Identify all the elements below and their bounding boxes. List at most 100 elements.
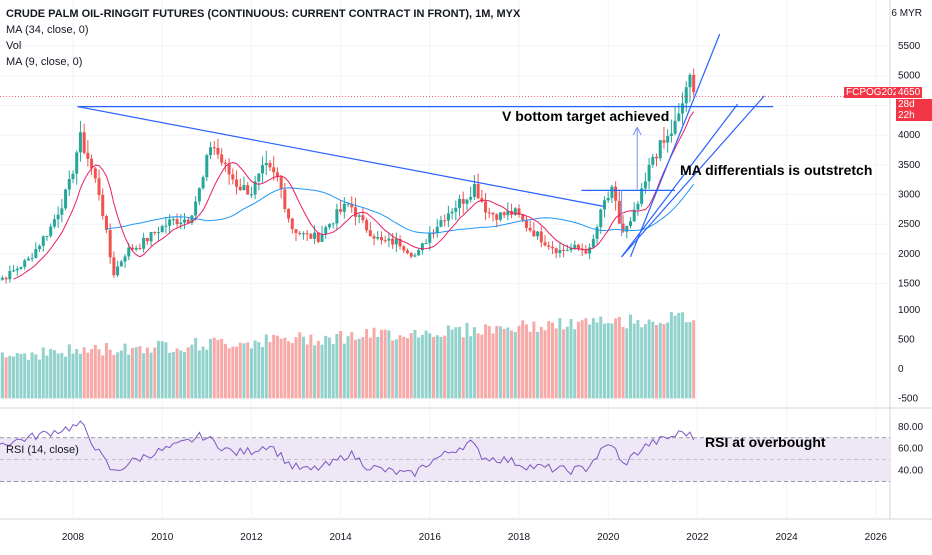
ma9-legend[interactable]: MA (9, close, 0) (6, 54, 82, 70)
volume-bar (150, 353, 153, 399)
volume-bar (298, 332, 301, 398)
candle-body (176, 219, 179, 224)
candle-body (454, 208, 457, 212)
volume-bar (135, 347, 138, 398)
volume-bar (224, 344, 227, 399)
volume-bar (309, 335, 312, 399)
volume-bar (27, 360, 30, 399)
annotation-ma-diff[interactable]: MA differentials is outstretch (680, 162, 872, 178)
candle-body (521, 215, 524, 220)
candle-body (153, 232, 156, 233)
volume-bar (607, 323, 610, 398)
candle-body (566, 250, 569, 251)
candle-body (674, 121, 677, 134)
candle-body (644, 181, 647, 188)
volume-bar (622, 327, 625, 398)
annotation-rsi-ob[interactable]: RSI at overbought (705, 434, 826, 450)
price-tick-label: 3500 (898, 160, 921, 171)
volume-bar (72, 354, 75, 399)
volume-bar (499, 326, 502, 398)
volume-bar (268, 342, 271, 398)
vol-legend[interactable]: Vol (6, 38, 21, 54)
volume-bar (380, 330, 383, 399)
volume-bar (16, 353, 19, 398)
volume-bar (570, 319, 573, 398)
candle-body (213, 147, 216, 148)
candle-body (354, 207, 357, 217)
volume-bar (86, 353, 89, 399)
candle-body (246, 185, 249, 194)
currency-prefix: 6 (891, 8, 897, 19)
volume-bar (458, 327, 461, 398)
candle-body (551, 247, 554, 248)
volume-bar (31, 352, 34, 398)
candle-body (677, 114, 680, 121)
rsi-tick-label: 40.00 (898, 466, 923, 477)
volume-bar (666, 322, 669, 398)
candle-body (584, 250, 587, 253)
volume-bar (124, 344, 127, 399)
candle-body (216, 148, 219, 155)
x-tick-label: 2020 (597, 532, 620, 543)
volume-bar (347, 336, 350, 398)
candle-body (291, 219, 294, 230)
candle-body (417, 250, 420, 255)
candle-body (439, 220, 442, 226)
ma34-legend[interactable]: MA (34, close, 0) (6, 22, 89, 38)
candle-body (228, 164, 231, 174)
price-tick-label: 2000 (898, 249, 921, 260)
volume-bar (83, 347, 86, 398)
volume-tick-label: 0 (898, 364, 904, 375)
candle-body (57, 215, 60, 220)
candle-body (636, 204, 639, 210)
volume-bar (179, 350, 182, 398)
volume-bar (480, 335, 483, 399)
volume-bar (335, 334, 338, 398)
volume-bar (220, 339, 223, 399)
candle-body (224, 163, 227, 164)
volume-bar (581, 320, 584, 398)
volume-bar (131, 348, 134, 398)
volume-bar (313, 345, 316, 398)
candle-body (540, 232, 543, 243)
candle-body (168, 219, 171, 225)
volume-bar (636, 320, 639, 398)
candle-body (161, 226, 164, 232)
volume-bar (53, 350, 56, 398)
volume-bar (573, 329, 576, 398)
volume-bar (272, 335, 275, 399)
volume-bar (413, 330, 416, 398)
volume-bar (12, 356, 15, 398)
candle-body (681, 103, 684, 113)
volume-bar (198, 350, 201, 398)
volume-bar (540, 327, 543, 398)
volume-bar (633, 324, 636, 399)
candle-body (495, 214, 498, 219)
annotation-v-bottom[interactable]: V bottom target achieved (502, 108, 669, 124)
candle-body (138, 248, 141, 249)
volume-bar (257, 342, 260, 398)
candle-body (562, 250, 565, 251)
volume-bar (648, 319, 651, 398)
volume-bar (187, 347, 190, 398)
volume-bar (328, 338, 331, 399)
volume-bar (618, 317, 621, 399)
candle-body (402, 246, 405, 250)
candle-body (599, 209, 602, 227)
volume-bar (101, 355, 104, 398)
candle-body (268, 163, 271, 167)
candle-body (72, 174, 75, 179)
currency-badge[interactable]: 6 MYR (891, 8, 922, 19)
volume-bar (209, 339, 212, 398)
volume-bar (112, 355, 115, 399)
candle-body (443, 220, 446, 221)
candle-body (499, 212, 502, 219)
volume-bar (321, 345, 324, 399)
candle-body (666, 136, 669, 143)
rsi-legend[interactable]: RSI (14, close) (6, 442, 79, 458)
candle-body (53, 219, 56, 226)
candle-body (295, 229, 298, 233)
volume-bar (8, 356, 11, 398)
